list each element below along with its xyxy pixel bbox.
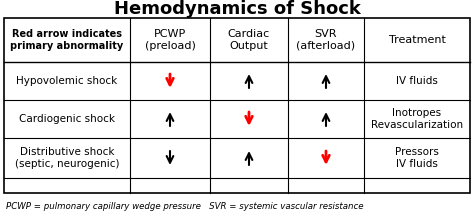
Text: Treatment: Treatment [389, 35, 446, 45]
Text: PCWP
(preload): PCWP (preload) [145, 29, 195, 51]
Text: IV fluids: IV fluids [396, 76, 438, 86]
Text: SVR
(afterload): SVR (afterload) [296, 29, 356, 51]
Text: Cardiogenic shock: Cardiogenic shock [19, 114, 115, 124]
Text: Hypovolemic shock: Hypovolemic shock [17, 76, 118, 86]
Text: Pressors
IV fluids: Pressors IV fluids [395, 147, 439, 169]
Text: Inotropes
Revascularization: Inotropes Revascularization [371, 108, 463, 130]
Text: PCWP = pulmonary capillary wedge pressure   SVR = systemic vascular resistance: PCWP = pulmonary capillary wedge pressur… [6, 202, 364, 211]
Text: Distributive shock
(septic, neurogenic): Distributive shock (septic, neurogenic) [15, 147, 119, 169]
Text: Red arrow indicates
primary abnormality: Red arrow indicates primary abnormality [10, 29, 124, 51]
Text: Cardiac
Output: Cardiac Output [228, 29, 270, 51]
Bar [4, 18, 470, 193]
Text: Hemodynamics of Shock: Hemodynamics of Shock [114, 0, 360, 18]
